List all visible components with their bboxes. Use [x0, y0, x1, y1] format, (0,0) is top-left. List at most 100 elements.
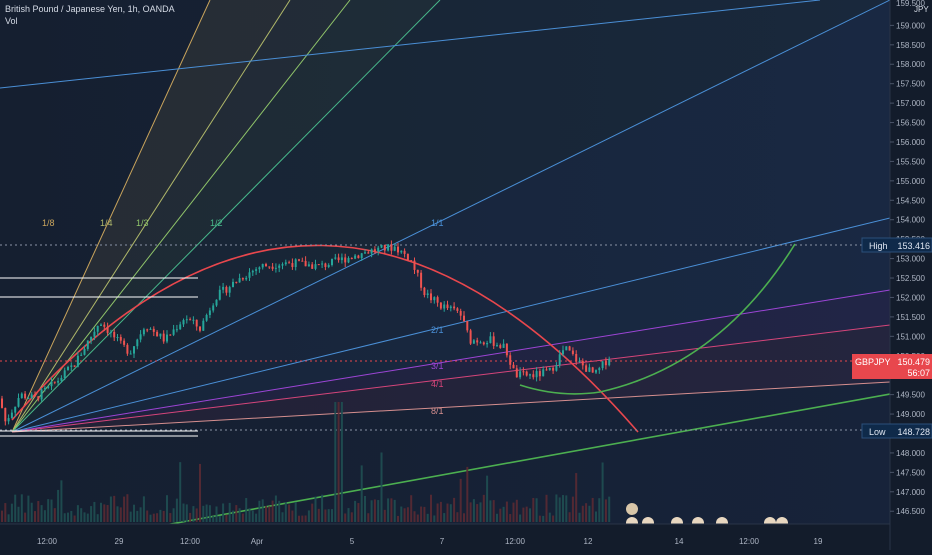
fan-label-1-2: 1/2 — [210, 218, 223, 228]
volume-bar — [311, 503, 314, 522]
volume-bar — [225, 514, 228, 522]
volume-bar — [519, 514, 522, 522]
volume-bar — [446, 503, 449, 522]
volume-bar — [205, 504, 208, 522]
gann-line-1-3 — [11, 0, 351, 433]
candle-body — [40, 389, 43, 400]
candle-body — [397, 246, 399, 253]
candle-body — [4, 407, 7, 422]
arc-top-curve — [11, 244, 639, 433]
candle-body — [100, 324, 102, 326]
candle-body — [17, 398, 20, 407]
candle-body — [1, 398, 3, 408]
volume-bar — [93, 501, 96, 522]
volume-bar — [199, 463, 201, 522]
price-scale-panel[interactable] — [890, 0, 932, 550]
volume-bar — [70, 510, 73, 522]
price-tick-label: 153.000 — [896, 255, 925, 264]
candle-body — [34, 394, 36, 397]
price-tick-label: 148.000 — [896, 449, 925, 458]
plot-background — [0, 0, 890, 524]
fan-label-1-4: 1/4 — [100, 218, 113, 228]
volume-bar — [238, 508, 241, 522]
candle-body — [129, 353, 132, 355]
candle-body — [423, 287, 426, 296]
volume-bar — [601, 462, 604, 522]
time-tick-label: 29 — [115, 537, 124, 546]
volume-bar — [410, 495, 413, 522]
time-scale-panel[interactable] — [0, 524, 890, 550]
volume-bar — [545, 494, 548, 522]
candle-body — [109, 331, 112, 333]
candle-body — [340, 257, 343, 261]
countdown-text: 56:07 — [907, 368, 930, 378]
trend-line-upper — [0, 0, 821, 89]
volume-bar — [7, 514, 10, 522]
candle-body — [383, 244, 386, 251]
volume-bar — [340, 402, 343, 522]
volume-bar — [172, 508, 175, 522]
volume-bar — [360, 465, 363, 522]
volume-bar — [83, 512, 86, 522]
candle-body — [529, 374, 531, 376]
candle-body — [192, 319, 195, 321]
price-tick-label: 152.500 — [896, 274, 925, 283]
volume-bar — [525, 506, 528, 522]
candle-body — [456, 308, 459, 311]
candle-body — [439, 302, 442, 309]
candle-body — [195, 319, 198, 327]
candle-body — [459, 310, 462, 316]
fan-label-4-1: 4/1 — [431, 379, 444, 389]
volume-bar — [182, 503, 185, 522]
volume-bar — [489, 500, 492, 522]
volume-bar — [459, 478, 462, 522]
volume-bar — [274, 495, 277, 522]
volume-bar — [436, 503, 439, 522]
price-tick-label: 149.500 — [896, 391, 925, 400]
candle-body — [284, 262, 287, 265]
volume-bar — [324, 509, 327, 522]
volume-bar — [430, 494, 432, 522]
volume-bar — [284, 502, 287, 522]
candle-body — [123, 340, 126, 345]
volume-bar — [268, 506, 271, 522]
candle-body — [390, 244, 393, 251]
volume-bar — [578, 512, 581, 522]
candle-body — [321, 263, 324, 265]
volume-bar — [529, 508, 531, 522]
candle-body — [261, 264, 264, 268]
price-tick-label: 155.000 — [896, 177, 925, 186]
candle-body — [344, 257, 347, 263]
candle-body — [588, 367, 591, 372]
candle-body — [496, 345, 498, 347]
volume-bar — [265, 506, 267, 522]
volume-bar — [34, 511, 36, 522]
candlesticks[interactable] — [1, 240, 611, 426]
volume-bar — [123, 496, 126, 522]
volume-bar — [390, 498, 393, 522]
price-tick-label: 156.500 — [896, 119, 925, 128]
volume-bar — [505, 501, 508, 522]
candle-body — [113, 331, 116, 338]
gann-line-4-1 — [11, 324, 891, 433]
volume-bar — [456, 512, 459, 522]
candle-body — [162, 333, 165, 342]
volume-bar — [558, 497, 561, 522]
volume-bar — [96, 514, 99, 522]
volume-bar — [146, 510, 149, 522]
candle-body — [63, 370, 66, 378]
price-tick-label: 157.500 — [896, 80, 925, 89]
volume-bar — [152, 513, 155, 522]
volume-bar — [215, 506, 218, 522]
volume-bar — [288, 504, 291, 522]
volume-bar — [14, 494, 17, 522]
candle-body — [159, 333, 162, 337]
drawing-lines[interactable] — [0, 0, 891, 536]
gann-fan-labels: 1/8 1/4 1/3 1/2 1/1 2/1 3/1 4/1 8/1 — [42, 218, 444, 416]
candle-body — [525, 371, 528, 376]
candle-body — [502, 343, 505, 348]
candle-body — [189, 319, 192, 321]
candle-body — [248, 272, 251, 278]
gann-line-1-8 — [11, 0, 211, 433]
